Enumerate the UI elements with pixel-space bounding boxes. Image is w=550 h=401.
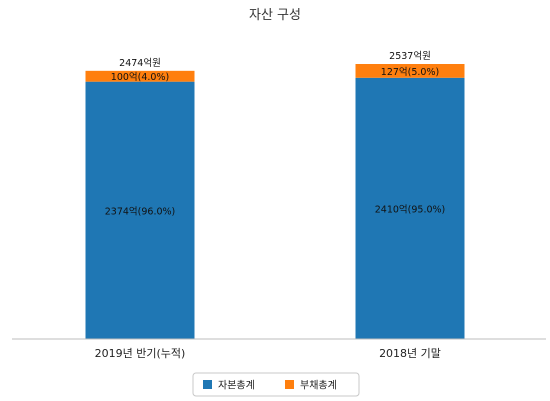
liability-legend-swatch <box>285 380 294 389</box>
equity-legend-swatch <box>203 380 212 389</box>
equity-data-label-2: 2410억(95.0%) <box>375 203 446 215</box>
equity-bar-1 <box>85 81 195 339</box>
legend: 자본총계 부채총계 <box>203 380 337 392</box>
total-label-2: 2537억원 <box>389 50 431 62</box>
total-label-1: 2474억원 <box>119 57 161 69</box>
chart-title: 자산 구성 <box>249 8 301 23</box>
equity-legend-label: 자본총계 <box>218 380 255 392</box>
liability-legend-label: 부채총계 <box>300 380 337 392</box>
plot-area: 2374억(96.0%) 100억(4.0%) 2474억원 2410억(95.0%)… <box>85 50 465 339</box>
x-tick-label-2: 2018년 기말 <box>379 347 441 360</box>
equity-bar-2 <box>355 77 465 339</box>
legend-frame <box>192 372 360 397</box>
liability-bar-2 <box>355 64 465 78</box>
x-axis-tick-labels: 2019년 반기(누적) 2018년 기말 <box>95 347 441 360</box>
liability-data-label-2: 127억(5.0%) <box>381 66 439 78</box>
x-tick-label-1: 2019년 반기(누적) <box>95 347 186 360</box>
liability-bar-1 <box>85 70 195 82</box>
liability-data-label-1: 100억(4.0%) <box>111 71 169 83</box>
equity-data-label-1: 2374억(96.0%) <box>105 205 176 217</box>
